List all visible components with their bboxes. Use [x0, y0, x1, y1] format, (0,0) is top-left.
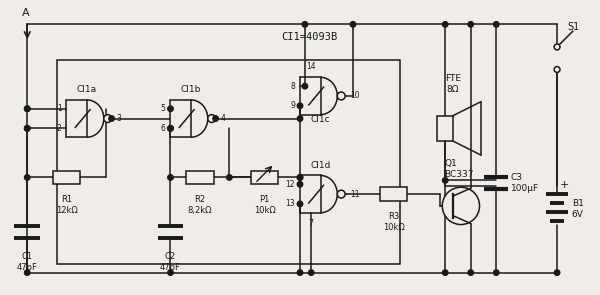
Circle shape — [554, 270, 560, 275]
Circle shape — [297, 181, 303, 187]
Text: S1: S1 — [567, 22, 579, 32]
Text: 13: 13 — [286, 199, 295, 208]
Text: CI1d: CI1d — [310, 160, 331, 170]
Circle shape — [104, 115, 112, 122]
Circle shape — [442, 22, 448, 27]
Circle shape — [297, 116, 303, 121]
Circle shape — [25, 175, 30, 180]
Circle shape — [337, 190, 345, 198]
Circle shape — [442, 270, 448, 275]
Bar — [53, 171, 80, 184]
Text: 3: 3 — [116, 114, 121, 123]
Circle shape — [168, 270, 173, 275]
Text: 1: 1 — [57, 104, 62, 113]
Text: CI1c: CI1c — [311, 115, 331, 124]
Text: 5: 5 — [161, 104, 166, 113]
Text: 9: 9 — [290, 101, 295, 110]
Circle shape — [168, 126, 173, 131]
Text: 11: 11 — [350, 190, 359, 199]
Text: 2: 2 — [57, 124, 62, 133]
Circle shape — [308, 270, 314, 275]
Circle shape — [554, 67, 560, 73]
Circle shape — [442, 178, 448, 183]
Circle shape — [337, 92, 345, 100]
Circle shape — [554, 44, 560, 50]
Circle shape — [297, 201, 303, 207]
Circle shape — [227, 175, 232, 180]
Text: 14: 14 — [307, 63, 316, 71]
Bar — [380, 187, 407, 201]
Text: P1
10kΩ: P1 10kΩ — [254, 195, 275, 215]
Circle shape — [25, 106, 30, 112]
Text: C3
100μF: C3 100μF — [511, 173, 539, 193]
Circle shape — [302, 83, 308, 89]
Bar — [186, 171, 214, 184]
Circle shape — [25, 126, 30, 131]
Circle shape — [168, 106, 173, 112]
Text: R3
10kΩ: R3 10kΩ — [383, 212, 404, 232]
Circle shape — [493, 22, 499, 27]
Text: C1
47pF: C1 47pF — [17, 252, 38, 272]
Text: +: + — [560, 180, 569, 190]
Text: CI1a: CI1a — [77, 85, 97, 94]
Circle shape — [350, 22, 356, 27]
Bar — [251, 171, 278, 184]
Circle shape — [109, 116, 115, 121]
Circle shape — [297, 103, 303, 109]
Text: CI1=4093B: CI1=4093B — [281, 32, 338, 42]
Text: B1
6V: B1 6V — [572, 199, 584, 219]
Circle shape — [25, 126, 30, 131]
Circle shape — [168, 126, 173, 131]
Circle shape — [208, 115, 215, 122]
Bar — [56, 60, 400, 264]
Circle shape — [468, 270, 473, 275]
Circle shape — [468, 22, 473, 27]
Bar — [437, 116, 453, 141]
Circle shape — [442, 187, 479, 224]
Text: R1
12kΩ: R1 12kΩ — [56, 195, 77, 215]
Text: 7: 7 — [309, 219, 314, 228]
Text: FTE
8Ω: FTE 8Ω — [445, 74, 461, 94]
Text: Q1
BC337: Q1 BC337 — [444, 159, 474, 179]
Text: 6: 6 — [161, 124, 166, 133]
Text: 4: 4 — [221, 114, 226, 123]
Circle shape — [297, 175, 303, 180]
Circle shape — [297, 175, 303, 180]
Circle shape — [493, 270, 499, 275]
Text: 8: 8 — [290, 82, 295, 91]
Text: CI1b: CI1b — [181, 85, 201, 94]
Text: A: A — [22, 9, 29, 19]
Circle shape — [297, 270, 303, 275]
Text: R2
8,2kΩ: R2 8,2kΩ — [188, 195, 212, 215]
Circle shape — [168, 175, 173, 180]
Text: 10: 10 — [350, 91, 359, 101]
Circle shape — [25, 106, 30, 112]
Circle shape — [302, 22, 308, 27]
Text: 12: 12 — [286, 180, 295, 189]
Circle shape — [25, 270, 30, 275]
Text: C2
47pF: C2 47pF — [160, 252, 181, 272]
Circle shape — [213, 116, 218, 121]
